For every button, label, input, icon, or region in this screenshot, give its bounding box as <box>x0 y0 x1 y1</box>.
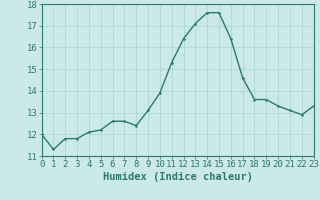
X-axis label: Humidex (Indice chaleur): Humidex (Indice chaleur) <box>103 172 252 182</box>
